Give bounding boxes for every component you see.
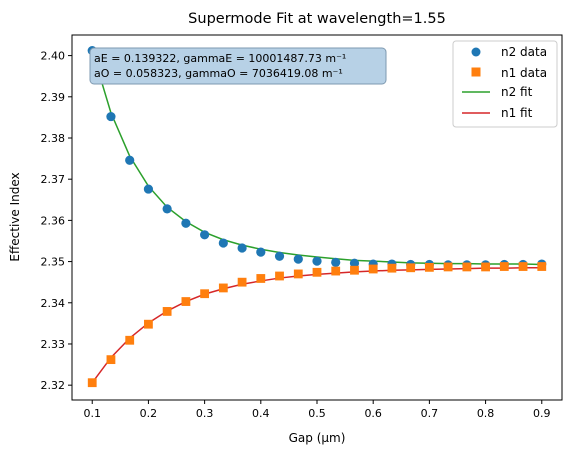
x-tick-label: 0.8 xyxy=(477,407,495,420)
legend-box xyxy=(452,40,558,128)
legend-n1-data-marker xyxy=(471,67,481,77)
x-tick-label: 0.4 xyxy=(252,407,270,420)
legend-n2-data-label: n2 data xyxy=(501,45,547,59)
n2-data-point xyxy=(218,238,228,248)
y-tick-label: 2.32 xyxy=(41,379,66,392)
x-tick-label: 0.5 xyxy=(308,407,326,420)
n2-data-point xyxy=(106,111,116,122)
n1-data-point xyxy=(537,262,547,271)
n1-data-point xyxy=(181,297,191,306)
n1-data-point xyxy=(424,262,434,272)
n1-data-point xyxy=(481,262,490,272)
chart-title: Supermode Fit at wavelength=1.55 xyxy=(188,11,446,27)
n1-data-point xyxy=(144,319,153,329)
y-tick-label: 2.37 xyxy=(41,173,66,186)
n2-data-point xyxy=(312,256,322,266)
legend-n2-data-marker xyxy=(471,47,481,57)
y-axis-label: Effective Index xyxy=(8,172,22,261)
n2-data-point xyxy=(125,155,135,165)
y-tick-label: 2.39 xyxy=(41,91,66,104)
y-tick-label: 2.34 xyxy=(41,297,66,310)
n2-data-point xyxy=(181,218,191,228)
n1-data-point xyxy=(125,335,135,345)
n1-data-point xyxy=(200,289,210,299)
y-axis-ticks: 2.32 2.33 2.34 2.35 2.36 2.37 2.38 2.39 2.40 xyxy=(41,50,72,392)
n2-data-point xyxy=(293,254,303,264)
n2-data-point xyxy=(200,230,210,240)
legend-n1-data-label: n1 data xyxy=(501,66,547,80)
n1-data-point xyxy=(275,271,284,281)
n1-data-point xyxy=(387,263,397,273)
n1-data-point xyxy=(162,307,172,316)
x-tick-label: 0.2 xyxy=(140,407,158,420)
fit-parameters-annotation: aE = 0.139322, gammaE = 10001487.73 m⁻¹ … xyxy=(89,47,387,85)
y-tick-label: 2.33 xyxy=(41,338,66,351)
legend-n2-fit-label: n2 fit xyxy=(501,85,533,99)
y-tick-label: 2.40 xyxy=(41,50,66,63)
n1-data-point xyxy=(462,262,472,272)
n1-data-point xyxy=(312,267,322,277)
n2-data-point xyxy=(331,257,341,268)
y-tick-label: 2.36 xyxy=(41,214,66,227)
x-tick-label: 0.3 xyxy=(196,407,214,420)
annotation-line-even: aE = 0.139322, gammaE = 10001487.73 m⁻¹ xyxy=(94,52,346,65)
annotation-box xyxy=(89,47,387,85)
x-tick-label: 0.9 xyxy=(533,407,551,420)
n1-data-point xyxy=(499,262,509,271)
data-markers xyxy=(87,46,547,388)
n1-data-point xyxy=(256,274,266,283)
n1-data-point xyxy=(350,265,359,275)
n2-data-point xyxy=(162,204,172,214)
n2-data-point xyxy=(274,251,285,261)
n1-data-point xyxy=(106,355,116,365)
n1-fit-line xyxy=(91,267,542,384)
x-tick-label: 0.1 xyxy=(83,407,101,420)
n2-data-point xyxy=(349,258,360,268)
n1-data-point xyxy=(87,378,97,388)
n1-data-point xyxy=(331,266,341,276)
n1-data-point xyxy=(443,262,453,272)
x-tick-label: 0.6 xyxy=(364,407,382,420)
legend: n2 data n1 data n2 fit n1 fit xyxy=(452,40,558,128)
y-tick-label: 2.35 xyxy=(41,256,66,269)
n1-data-point xyxy=(237,277,247,287)
n1-data-point xyxy=(406,263,416,273)
x-tick-label: 0.7 xyxy=(421,407,439,420)
n2-data-point xyxy=(237,243,247,253)
n1-data-point xyxy=(293,269,303,279)
x-axis-ticks: 0.1 0.2 0.3 0.4 0.5 0.6 0.7 0.8 0.9 xyxy=(83,400,551,420)
n1-data-point xyxy=(518,262,528,271)
annotation-line-odd: aO = 0.058323, gammaO = 7036419.08 m⁻¹ xyxy=(94,67,343,80)
y-tick-label: 2.38 xyxy=(41,132,66,145)
n1-data-point xyxy=(368,264,378,274)
n1-data-point xyxy=(218,283,228,293)
x-axis-label: Gap (µm) xyxy=(289,431,346,445)
legend-n1-fit-label: n1 fit xyxy=(501,106,533,120)
n2-data-point xyxy=(143,184,154,194)
n2-data-point xyxy=(256,247,266,257)
